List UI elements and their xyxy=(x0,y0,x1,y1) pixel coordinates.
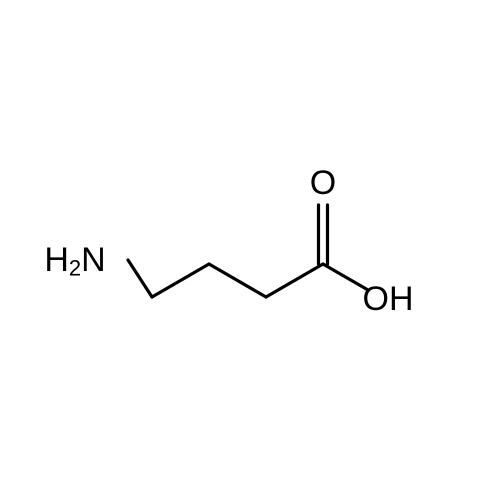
molecule-diagram: H2N O OH xyxy=(0,0,500,500)
o_h-label: OH xyxy=(363,280,414,318)
n_label-label: H2N xyxy=(44,241,105,280)
o_dbl-label: O xyxy=(310,164,336,202)
